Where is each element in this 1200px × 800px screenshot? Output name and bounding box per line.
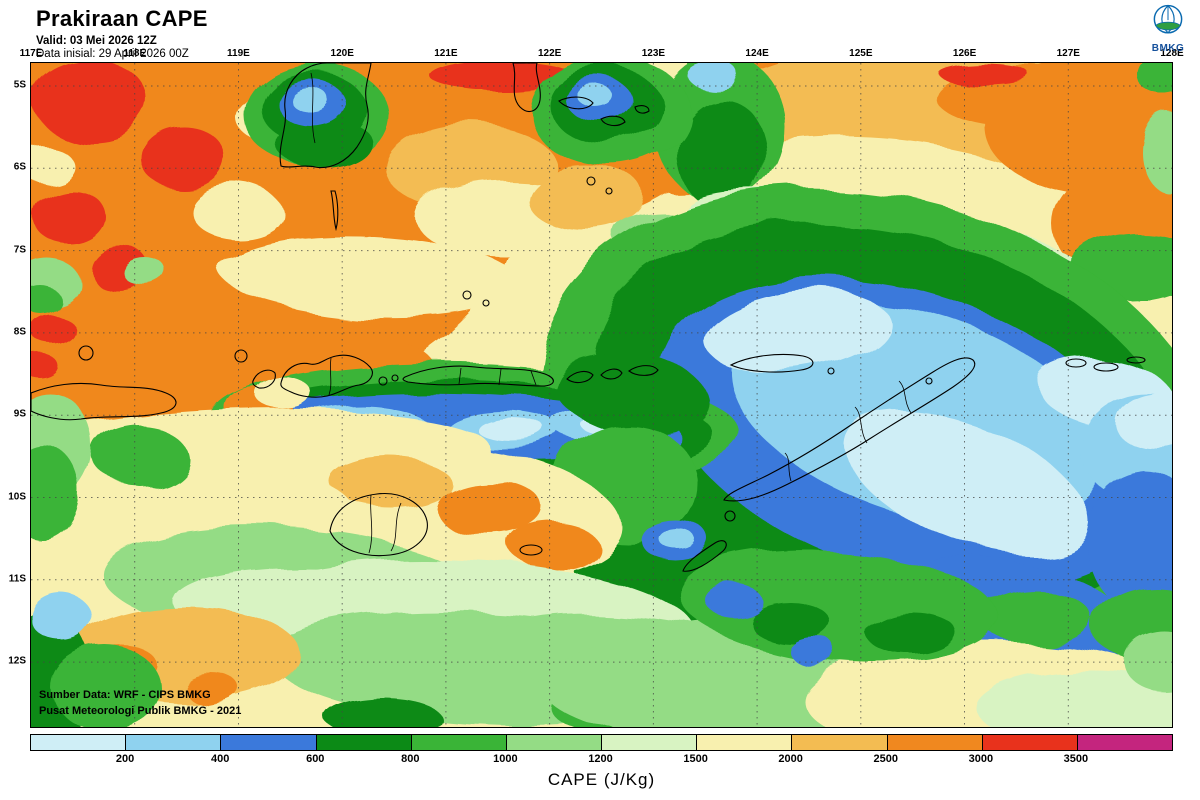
lat-tick-label: 6S [13, 161, 26, 173]
lat-tick-label: 8S [13, 326, 26, 338]
colorbar-segment [125, 735, 221, 750]
coastlines [31, 63, 1146, 572]
source-line-1: Sumber Data: WRF - CIPS BMKG [39, 689, 211, 702]
colorbar-tick-label: 200 [115, 753, 135, 765]
colorbar-segment [981, 735, 1077, 750]
bmkg-logo-text: BMKG [1151, 43, 1185, 54]
colorbar: 200 400 600 800 1000 1200 1500 2000 2500 3000 3500 [30, 734, 1173, 767]
colorbar-tick-label: 3500 [1063, 753, 1089, 765]
lon-tick-label: 123E [641, 48, 666, 59]
initial-time: Data inisial: 29 April 2026 00Z [36, 48, 189, 60]
lon-tick-label: 126E [952, 48, 977, 59]
valid-time: Valid: 03 Mei 2026 12Z [36, 35, 157, 47]
longitude-axis: 117E 118E 119E 120E 121E 122E 123E 124E 125E 126E… [20, 48, 1184, 60]
bmkg-logo: BMKG [1144, 3, 1192, 54]
lat-tick-label: 12S [8, 655, 26, 667]
colorbar-title: CAPE (J/Kg) [547, 770, 656, 789]
colorbar-segments [30, 734, 1173, 751]
colorbar-tick-label: 3000 [968, 753, 994, 765]
map-art [31, 63, 1172, 727]
lat-tick-label: 9S [13, 408, 26, 420]
colorbar-segment [886, 735, 982, 750]
lon-tick-label: 118E [123, 48, 147, 59]
colorbar-tick-label: 2000 [778, 753, 803, 765]
colorbar-segment [315, 735, 411, 750]
source-line-2: Pusat Meteorologi Publik BMKG - 2021 [39, 704, 242, 717]
lon-tick-label: 128E [1160, 48, 1184, 59]
colorbar-segment [1076, 735, 1173, 750]
gridlines [31, 63, 1172, 727]
lat-tick-label: 7S [13, 244, 26, 256]
header: Prakiraan CAPE Valid: 03 Mei 2026 12Z Da… [36, 6, 208, 60]
lon-tick-label: 120E [330, 48, 354, 59]
lat-tick-label: 10S [8, 491, 26, 502]
lon-tick-label: 117E [19, 48, 43, 59]
colorbar-tick-label: 600 [306, 753, 325, 765]
colorbar-segment [696, 735, 792, 750]
colorbar-tick-label: 1200 [588, 753, 613, 765]
lon-tick-label: 119E [227, 48, 250, 59]
lon-tick-label: 127E [1056, 48, 1080, 59]
colorbar-tick-label: 400 [210, 753, 230, 765]
colorbar-segment [410, 735, 506, 750]
lon-tick-label: 125E [849, 48, 873, 59]
latitude-axis: 5S 6S 7S 8S 9S 10S 11S 12S [2, 62, 28, 728]
lon-tick-label: 124E [745, 48, 769, 59]
lat-tick-label: 5S [13, 79, 26, 91]
map-frame: Sumber Data: WRF - CIPS BMKG Pusat Meteo… [30, 62, 1173, 728]
colorbar-segment [505, 735, 602, 750]
colorbar-tick-label: 1500 [683, 753, 708, 765]
colorbar-tick-label: 1000 [493, 753, 518, 765]
colorbar-segment [220, 735, 316, 750]
lat-tick-label: 11S [8, 573, 26, 585]
colorbar-tick-labels: 200 400 600 800 1000 1200 1500 2000 2500 3000 3500 [30, 753, 1173, 767]
colorbar-segment [601, 735, 697, 750]
cape-contour-fill [31, 63, 1172, 727]
data-source: Sumber Data: WRF - CIPS BMKG Pusat Meteo… [39, 688, 241, 719]
lon-tick-label: 122E [537, 48, 562, 59]
lon-tick-label: 121E [434, 48, 458, 59]
colorbar-segment [31, 735, 126, 750]
page-title: Prakiraan CAPE [36, 6, 208, 31]
bmkg-logo-icon [1153, 4, 1183, 34]
colorbar-tick-label: 800 [401, 753, 420, 765]
colorbar-tick-label: 2500 [873, 753, 898, 765]
colorbar-segment [791, 735, 887, 750]
